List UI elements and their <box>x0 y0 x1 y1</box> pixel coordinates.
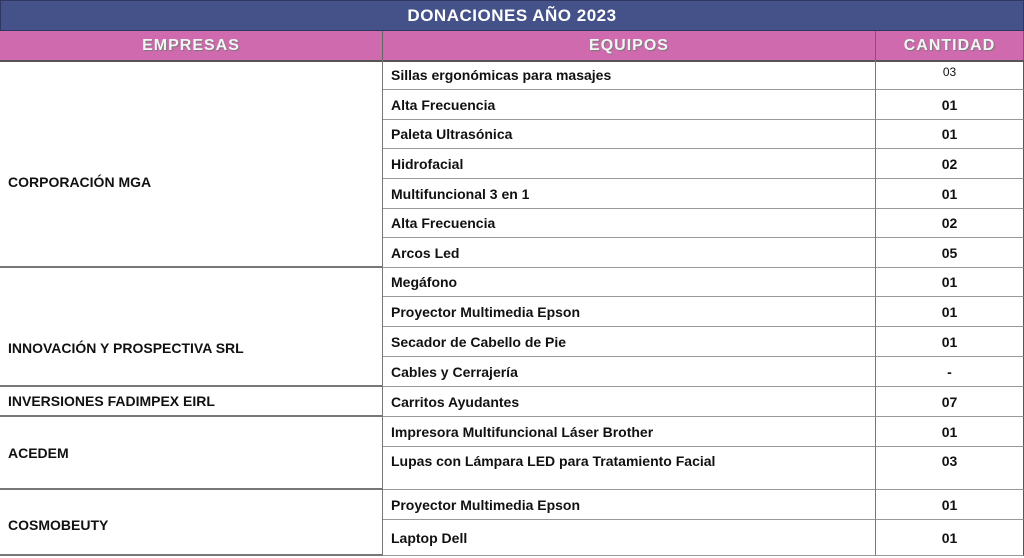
empresa-cell: INNOVACIÓN Y PROSPECTIVA SRL <box>0 268 383 387</box>
equipo-cell: Megáfono <box>383 268 876 297</box>
header-equipos: EQUIPOS <box>383 31 876 60</box>
header-empresas: EMPRESAS <box>0 31 383 60</box>
header-row: EMPRESAS EQUIPOS CANTIDAD <box>0 31 1024 62</box>
cantidad-cell: 01 <box>876 179 1024 209</box>
cantidad-cell: 03 <box>876 447 1024 490</box>
cantidad-cell: 01 <box>876 268 1024 297</box>
cantidad-cell: 01 <box>876 297 1024 327</box>
equipo-cell: Secador de Cabello de Pie <box>383 327 876 357</box>
cantidad-cell: 03 <box>876 60 1024 90</box>
cantidad-cell: 02 <box>876 149 1024 179</box>
equipo-cell: Alta Frecuencia <box>383 209 876 238</box>
empresa-cell: COSMOBEUTY <box>0 490 383 556</box>
cantidad-cell: 01 <box>876 120 1024 149</box>
empresa-cell: INVERSIONES FADIMPEX EIRL <box>0 387 383 417</box>
cantidad-cell: 01 <box>876 90 1024 120</box>
cantidad-cell: 01 <box>876 417 1024 447</box>
cantidad-cell: 01 <box>876 490 1024 520</box>
cantidad-cell: 05 <box>876 238 1024 268</box>
header-cantidad: CANTIDAD <box>876 31 1024 60</box>
equipo-cell: Proyector Multimedia Epson <box>383 490 876 520</box>
equipo-cell: Proyector Multimedia Epson <box>383 297 876 327</box>
equipo-cell: Sillas ergonómicas para masajes <box>383 60 876 90</box>
equipo-cell: Alta Frecuencia <box>383 90 876 120</box>
empresa-cell: CORPORACIÓN MGA <box>0 60 383 268</box>
equipo-cell: Paleta Ultrasónica <box>383 120 876 149</box>
cantidad-cell: 02 <box>876 209 1024 238</box>
equipo-cell: Cables y Cerrajería <box>383 357 876 387</box>
cantidad-cell: - <box>876 357 1024 387</box>
equipo-cell: Laptop Dell <box>383 520 876 556</box>
equipo-cell: Impresora Multifuncional Láser Brother <box>383 417 876 447</box>
equipo-cell: Lupas con Lámpara LED para Tratamiento F… <box>383 447 876 490</box>
equipo-cell: Hidrofacial <box>383 149 876 179</box>
equipo-cell: Arcos Led <box>383 238 876 268</box>
equipo-cell: Carritos Ayudantes <box>383 387 876 417</box>
cantidad-cell: 01 <box>876 327 1024 357</box>
equipo-cell: Multifuncional 3 en 1 <box>383 179 876 209</box>
cantidad-cell: 07 <box>876 387 1024 417</box>
table-title: DONACIONES AÑO 2023 <box>0 0 1024 31</box>
cantidad-cell: 01 <box>876 520 1024 556</box>
empresa-cell: ACEDEM <box>0 417 383 490</box>
